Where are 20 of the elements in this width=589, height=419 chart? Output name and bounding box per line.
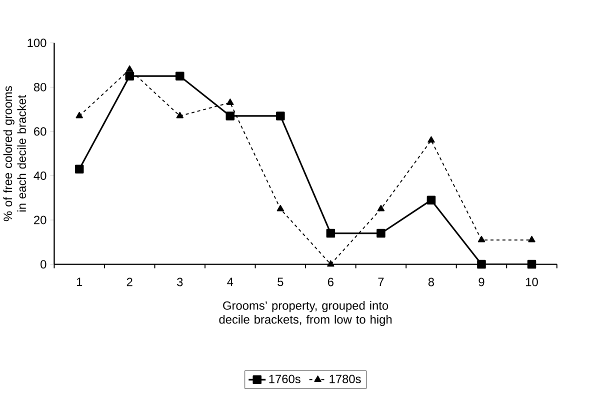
y-axis-title: % of free colored grooms in each decile bracket [3, 86, 26, 222]
x-tick-label: 2 [126, 278, 132, 286]
y-tick-label: 0 [40, 260, 46, 269]
y-tick-label: 80 [34, 82, 46, 92]
x-tick-label: 10 [526, 278, 538, 286]
x-tick-label: 6 [328, 278, 334, 286]
x-tick-label: 3 [177, 278, 183, 286]
y-tick-label: 40 [34, 172, 46, 180]
x-tick-label: 1 [76, 278, 82, 286]
x-tick-label: 7 [378, 278, 384, 286]
x-tick-label: 8 [428, 278, 434, 286]
x-tick-label: 9 [478, 278, 484, 286]
x-tick-label: 5 [278, 278, 284, 286]
y-tick-label: 100 [28, 38, 46, 48]
x-tick-label: 4 [227, 278, 234, 286]
legend-label: 1780s [330, 374, 361, 384]
x-axis-title: Grooms’ property, grouped into decile brackets, from low to high [219, 301, 392, 326]
legend-label: 1760s [269, 374, 300, 384]
y-tick-label: 60 [34, 127, 46, 136]
y-tick-label: 20 [34, 216, 46, 224]
